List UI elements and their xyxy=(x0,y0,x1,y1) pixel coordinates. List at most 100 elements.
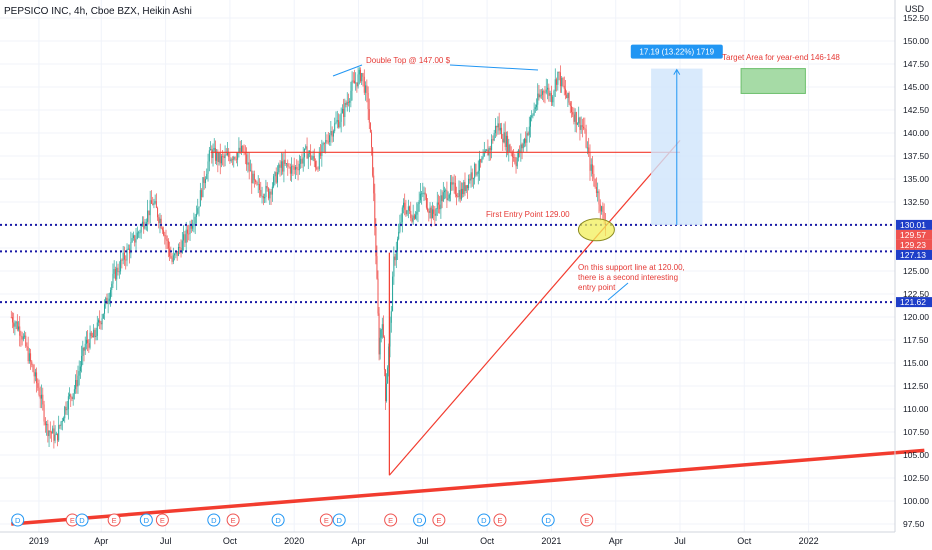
candle-body xyxy=(287,163,289,167)
candle-body xyxy=(562,78,564,86)
candle-body xyxy=(493,133,495,141)
candle-body xyxy=(244,153,246,155)
candle-body xyxy=(445,190,447,192)
earnings-marker-label: E xyxy=(497,516,502,525)
candle-body xyxy=(458,190,460,197)
candle-body xyxy=(27,346,29,362)
candle-body xyxy=(504,132,506,147)
candle-body xyxy=(588,147,590,153)
candle-body xyxy=(409,206,411,212)
candle-body xyxy=(107,301,109,304)
candle-body xyxy=(123,252,125,260)
candle-body xyxy=(58,425,60,441)
candle-body xyxy=(255,180,257,183)
candle-body xyxy=(208,150,210,162)
candle-body xyxy=(211,148,213,158)
candle-body xyxy=(394,256,396,261)
candle-body xyxy=(238,147,240,154)
candle-body xyxy=(549,92,551,96)
dividend-marker-label: D xyxy=(15,516,21,525)
candle-body xyxy=(598,191,600,205)
candle-body xyxy=(300,158,302,164)
candle-body xyxy=(460,188,462,200)
dividend-marker xyxy=(477,513,491,527)
candle-body xyxy=(450,182,452,195)
candle-body xyxy=(379,337,381,355)
y-tick-label: 145.00 xyxy=(903,82,929,92)
candle-body xyxy=(138,232,140,234)
candle-body xyxy=(18,326,20,330)
support-note-line-3: entry point xyxy=(578,283,616,292)
candle-body xyxy=(603,212,605,222)
candle-body xyxy=(77,375,79,387)
candle-body xyxy=(533,109,535,115)
candle-body xyxy=(377,278,379,314)
dividend-marker-label: D xyxy=(211,516,217,525)
candle-body xyxy=(564,88,566,95)
candle-body xyxy=(312,156,314,159)
candle-body xyxy=(568,92,570,103)
candle-body xyxy=(26,346,28,348)
candle-body xyxy=(440,195,442,210)
candle-body xyxy=(482,156,484,159)
candle-body xyxy=(477,170,479,174)
candle-body xyxy=(345,102,347,105)
candle-body xyxy=(530,117,532,127)
candle-body xyxy=(11,317,13,323)
candle-body xyxy=(444,190,446,193)
candle-body xyxy=(237,153,239,160)
candle-body xyxy=(341,109,343,113)
candle-body xyxy=(316,167,318,169)
candle-body xyxy=(148,210,150,216)
candle-body xyxy=(76,380,78,387)
earnings-marker-label: E xyxy=(112,516,117,525)
candle-body xyxy=(218,152,220,162)
candle-body xyxy=(274,172,276,177)
candle-body xyxy=(195,213,197,217)
candle-body xyxy=(548,87,550,96)
candle-body xyxy=(224,154,226,158)
candle-body xyxy=(132,235,134,239)
candle-body xyxy=(406,210,408,215)
candle-body xyxy=(206,173,208,180)
candle-body xyxy=(95,335,97,338)
candle-body xyxy=(478,159,480,171)
candle-body xyxy=(320,151,322,156)
candle-body xyxy=(321,145,323,156)
candle-body xyxy=(266,185,268,189)
candle-body xyxy=(522,143,524,149)
candle-body xyxy=(335,121,337,124)
price-badge-label: 129.57 xyxy=(900,230,926,240)
candle-body xyxy=(269,191,271,199)
earnings-marker-label: E xyxy=(584,516,589,525)
candle-body xyxy=(134,235,136,243)
projection-callout-text: 17.19 (13.22%) 1719 xyxy=(639,48,714,57)
candle-body xyxy=(30,353,32,362)
candle-body xyxy=(88,343,90,348)
candle-body xyxy=(577,123,579,125)
candle-body xyxy=(21,336,23,340)
candle-body xyxy=(474,164,476,179)
candle-body xyxy=(262,195,264,199)
candle-body xyxy=(575,112,577,125)
candle-body xyxy=(325,140,327,144)
candle-body xyxy=(531,115,533,118)
candle-body xyxy=(340,112,342,122)
candle-body xyxy=(257,184,259,185)
candle-body xyxy=(116,267,118,280)
candle-body xyxy=(216,152,218,161)
candle-body xyxy=(284,159,286,164)
candle-body xyxy=(65,406,67,411)
candle-body xyxy=(41,394,43,399)
candle-body xyxy=(78,371,80,376)
candle-body xyxy=(97,320,99,323)
candle-body xyxy=(163,230,165,236)
candle-body xyxy=(464,182,466,192)
candle-body xyxy=(425,194,427,208)
candle-body xyxy=(264,197,266,199)
candle-body xyxy=(525,138,527,143)
candle-body xyxy=(484,151,486,152)
candle-body xyxy=(501,127,503,139)
candle-body xyxy=(481,158,483,163)
